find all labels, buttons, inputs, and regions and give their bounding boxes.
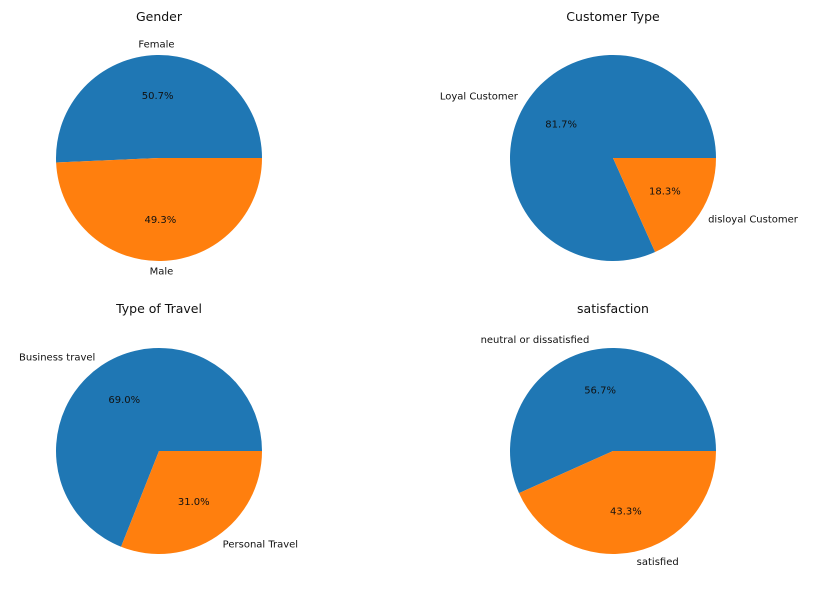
slice-label: neutral or dissatisfied <box>481 335 590 346</box>
slice-percent-label: 81.7% <box>545 119 577 130</box>
slice-label: Female <box>138 40 174 51</box>
pie-slice <box>510 348 716 494</box>
slice-percent-label: 69.0% <box>108 395 140 406</box>
slice-percent-label: 56.7% <box>584 386 616 397</box>
pie-slice <box>518 451 716 555</box>
pie-slice <box>55 348 263 547</box>
slice-label: Personal Travel <box>223 540 298 551</box>
slice-label: Business travel <box>19 352 95 363</box>
slice-label: disloyal Customer <box>708 215 799 226</box>
chart-title: Customer Type <box>566 9 660 24</box>
slice-percent-label: 43.3% <box>610 506 642 517</box>
pie-slice <box>613 158 716 253</box>
slice-label: satisfied <box>637 557 679 568</box>
pie-chart-3: Type of Travel Business travel 69.0% Person… <box>19 301 298 554</box>
pie-chart-4: satisfaction neutral or dissatisfied 56.7%… <box>481 301 716 568</box>
slice-label: Male <box>150 266 174 277</box>
pie-slice <box>56 54 263 163</box>
pie-chart-1: Gender Female 50.7% Male 49.3% <box>56 9 263 277</box>
slice-percent-label: 49.3% <box>144 215 176 226</box>
slice-percent-label: 50.7% <box>142 91 174 102</box>
slice-percent-label: 31.0% <box>178 497 210 508</box>
chart-title: satisfaction <box>577 301 649 316</box>
chart-title: Type of Travel <box>115 301 202 316</box>
chart-title: Gender <box>136 9 183 24</box>
slice-percent-label: 18.3% <box>649 187 681 198</box>
slice-label: Loyal Customer <box>440 91 519 102</box>
pie-chart-2: Customer Type Loyal Customer 81.7% disloyal… <box>440 9 799 262</box>
pie-slice <box>121 451 263 554</box>
pie-slice <box>56 158 262 261</box>
